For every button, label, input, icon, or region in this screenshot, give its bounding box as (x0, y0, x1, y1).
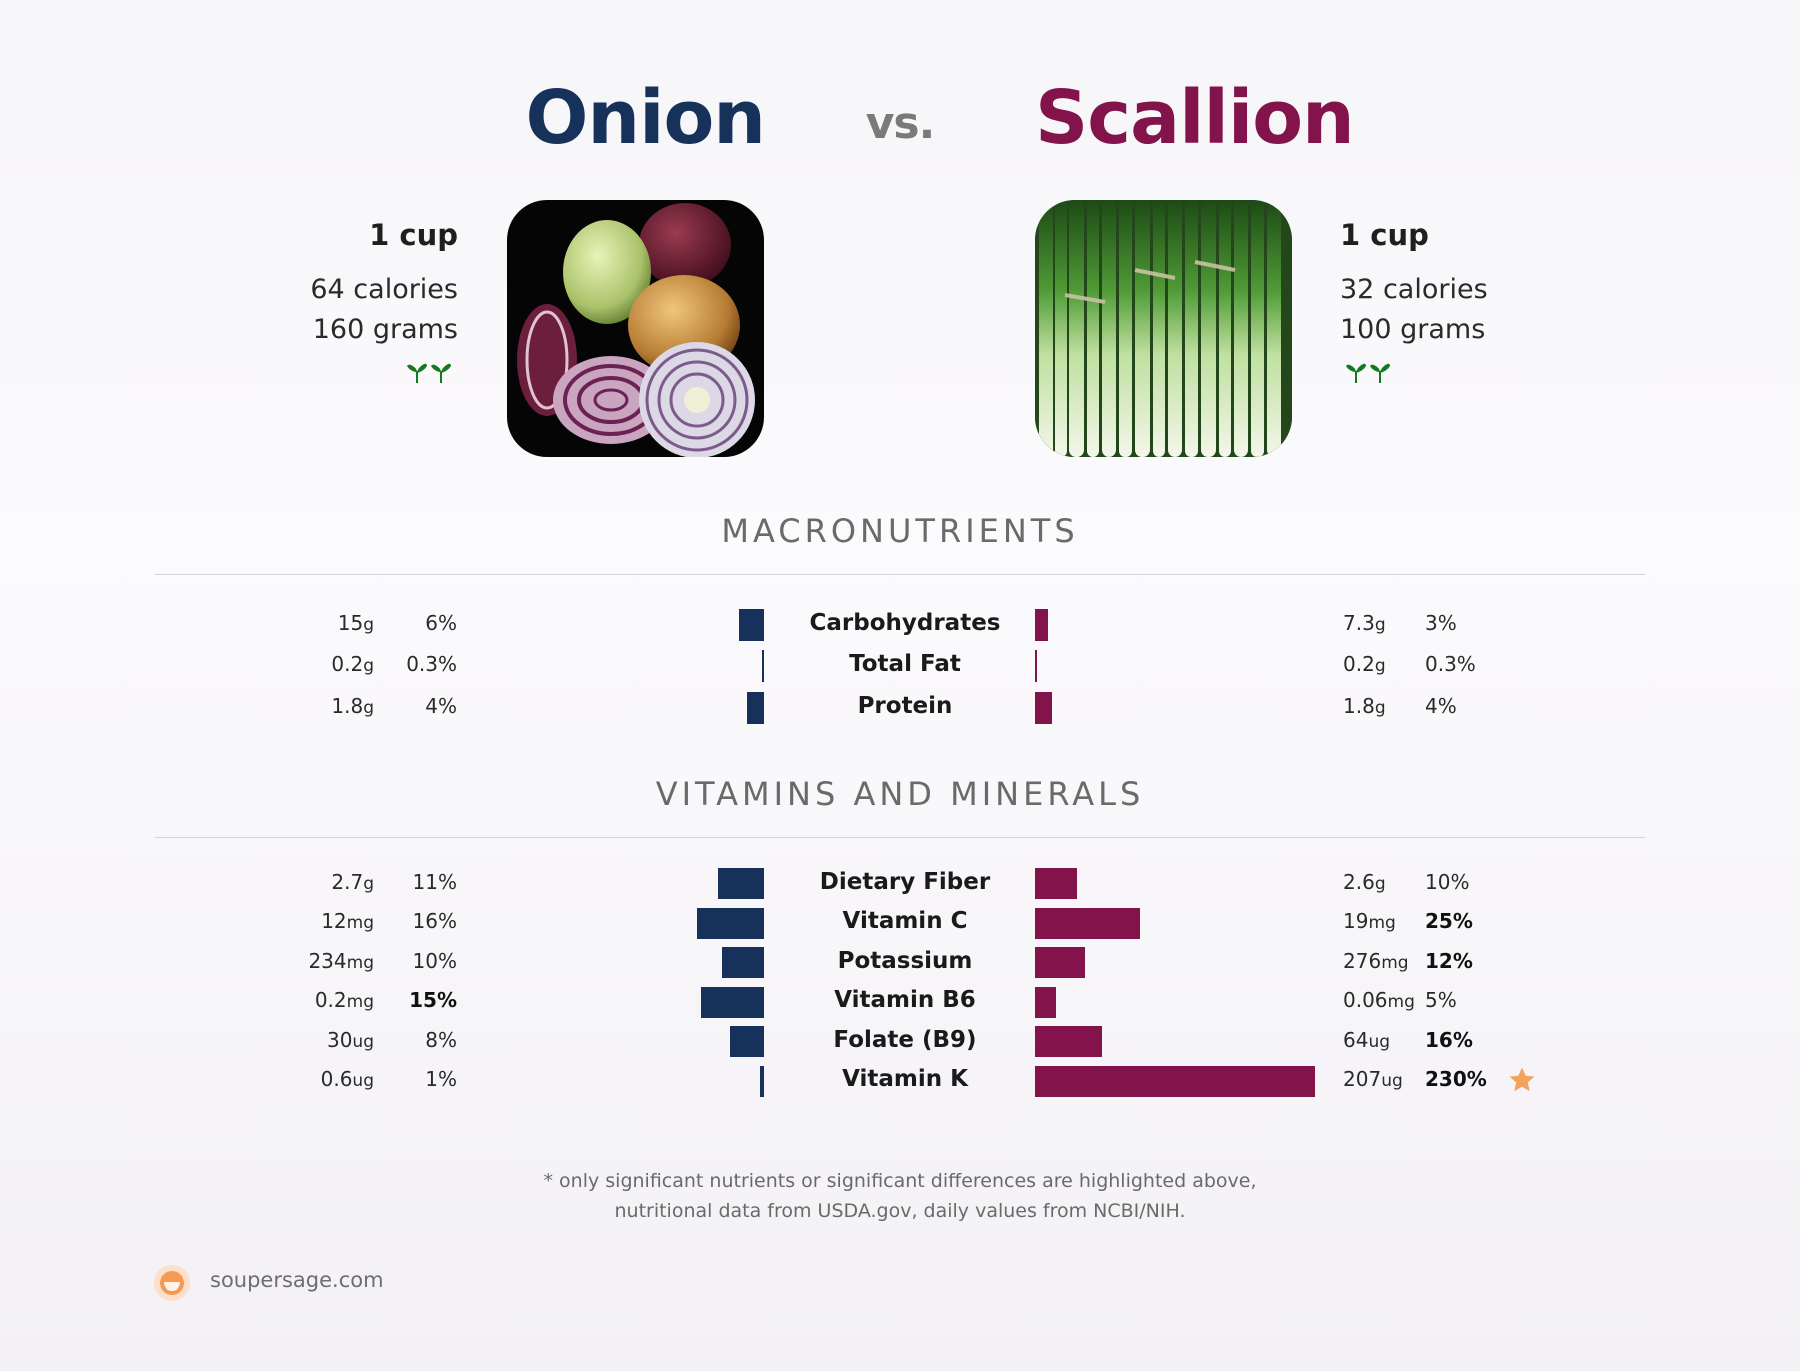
scallion-percent: 3% (1425, 610, 1457, 635)
vitamins-divider (155, 837, 1645, 838)
scallion-amount: 2.6g (1343, 869, 1386, 894)
onion-percent: 10% (412, 948, 457, 973)
sprouts-icon (407, 363, 451, 383)
onion-percent: 11% (412, 869, 457, 894)
onion-amount: 0.2mg (314, 988, 374, 1013)
scallion-bar (1035, 1026, 1103, 1058)
scallion-bar (1035, 868, 1077, 900)
onion-amount: 12mg (321, 909, 374, 934)
onion-percent: 1% (425, 1067, 457, 1092)
scallion-percent: 10% (1425, 869, 1470, 894)
soupersage-logo-icon (154, 1265, 190, 1301)
nutrient-label-potassium: Potassium (837, 947, 973, 974)
onion-photo (507, 200, 764, 457)
scallion-bar (1035, 691, 1052, 724)
scallion-amount: 7.3g (1343, 610, 1386, 635)
nutrient-label-vitamin-c: Vitamin C (842, 908, 968, 935)
scallion-amount: 0.2g (1343, 652, 1386, 677)
onion-bar (717, 868, 764, 900)
scallion-bar (1035, 907, 1140, 939)
onion-bar (759, 1065, 764, 1097)
onion-bar (701, 986, 764, 1018)
scallion-percent: 16% (1425, 1027, 1473, 1052)
scallion-amount: 1.8g (1343, 693, 1386, 718)
vs-label: vs. (865, 98, 936, 149)
onion-amount: 30ug (326, 1027, 374, 1052)
scallion-percent: 12% (1425, 948, 1473, 973)
onion-amount: 1.8g (331, 693, 374, 718)
nutrient-label-folate-b9: Folate (B9) (833, 1026, 977, 1053)
right-food-title: Scallion (1035, 75, 1355, 161)
onion-percent: 8% (425, 1027, 457, 1052)
scallion-photo (1035, 200, 1292, 457)
macronutrients-heading: MACRONUTRIENTS (721, 512, 1079, 550)
onion-bar (747, 691, 764, 724)
scallion-amount: 0.06mg (1343, 988, 1415, 1013)
onion-amount: 234mg (308, 948, 374, 973)
onion-percent: 6% (425, 610, 457, 635)
scallion-amount: 207ug (1343, 1067, 1403, 1092)
scallion-percent: 0.3% (1425, 652, 1476, 677)
star-icon (1509, 1067, 1535, 1092)
scallion-bar (1035, 608, 1048, 641)
onion-amount: 0.2g (331, 652, 374, 677)
vitamins-heading: VITAMINS AND MINERALS (655, 775, 1145, 813)
onion-bar (722, 947, 764, 979)
scallion-bar (1035, 1065, 1315, 1097)
scallion-amount: 19mg (1343, 909, 1396, 934)
scallion-bar (1035, 947, 1086, 979)
left-grams: 160 grams (312, 314, 458, 345)
onion-bar (696, 907, 764, 939)
footnote-line-2: nutritional data from USDA.gov, daily va… (614, 1200, 1186, 1222)
right-calories: 32 calories (1340, 274, 1488, 305)
onion-amount: 0.6ug (320, 1067, 374, 1092)
scallion-percent: 230% (1425, 1067, 1487, 1092)
macronutrients-divider (155, 574, 1645, 575)
left-serving: 1 cup (369, 218, 458, 252)
scallion-amount: 64ug (1343, 1027, 1391, 1052)
scallion-bar (1035, 650, 1037, 683)
scallion-amount: 276mg (1343, 948, 1409, 973)
onion-bar (762, 650, 764, 683)
onion-bar (738, 608, 764, 641)
sprouts-icon (1346, 363, 1390, 383)
onion-percent: 4% (425, 693, 457, 718)
onion-bar (730, 1026, 764, 1058)
scallion-percent: 5% (1425, 988, 1457, 1013)
scallion-bar (1035, 986, 1056, 1018)
right-serving: 1 cup (1340, 218, 1429, 252)
onion-percent: 16% (412, 909, 457, 934)
brand-link[interactable]: soupersage.com (210, 1268, 384, 1292)
left-calories: 64 calories (310, 274, 458, 305)
onion-percent: 15% (409, 988, 457, 1013)
nutrient-label-dietary-fiber: Dietary Fiber (819, 868, 991, 895)
footnote-line-1: * only significant nutrients or signific… (543, 1170, 1257, 1192)
nutrient-label-vitamin-b6: Vitamin B6 (834, 987, 976, 1014)
scallion-percent: 4% (1425, 693, 1457, 718)
onion-amount: 15g (337, 610, 374, 635)
nutrient-label-protein: Protein (857, 692, 953, 719)
onion-amount: 2.7g (331, 869, 374, 894)
nutrient-label-vitamin-k: Vitamin K (842, 1066, 968, 1093)
onion-percent: 0.3% (406, 652, 457, 677)
right-grams: 100 grams (1340, 314, 1486, 345)
scallion-percent: 25% (1425, 909, 1473, 934)
nutrient-label-total-fat: Total Fat (849, 651, 961, 678)
nutrient-label-carbohydrates: Carbohydrates (809, 609, 1001, 636)
left-food-title: Onion (525, 75, 766, 161)
